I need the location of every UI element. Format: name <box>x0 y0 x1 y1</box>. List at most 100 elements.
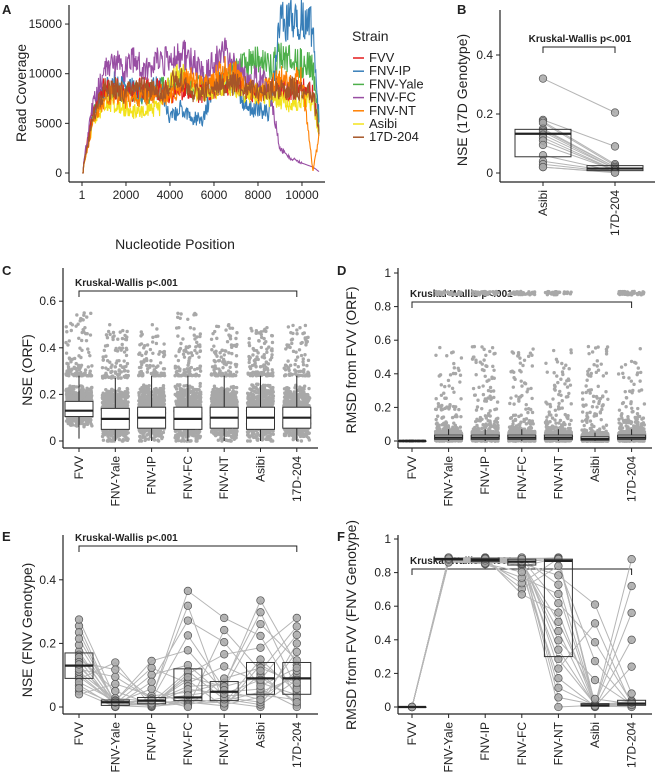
data-point <box>109 366 112 369</box>
data-point <box>217 359 220 362</box>
data-point <box>67 365 70 368</box>
data-point <box>190 374 193 377</box>
data-point <box>153 438 156 441</box>
data-point <box>194 430 197 433</box>
x-tick-label: Asibi <box>536 190 550 216</box>
data-point <box>159 361 162 364</box>
data-point <box>109 390 112 393</box>
data-point <box>198 365 201 368</box>
data-point <box>87 351 90 354</box>
data-point <box>233 438 236 441</box>
data-point <box>161 392 164 395</box>
data-point <box>181 337 184 340</box>
data-point <box>68 339 71 342</box>
data-point <box>179 342 182 345</box>
data-point <box>149 364 152 367</box>
data-point <box>158 350 161 353</box>
data-point <box>235 354 238 357</box>
data-point <box>176 316 179 319</box>
data-point <box>227 394 230 397</box>
data-point <box>187 368 190 371</box>
y-tick-label: 0 <box>55 166 62 180</box>
y-tick-label: 0.4 <box>476 48 493 62</box>
data-point <box>118 438 121 441</box>
data-point <box>125 330 128 333</box>
data-point <box>79 371 82 374</box>
data-point <box>109 371 112 374</box>
data-point <box>73 366 76 369</box>
data-point <box>227 351 230 354</box>
data-point <box>103 349 106 352</box>
data-point <box>64 389 67 392</box>
data-point <box>220 434 223 437</box>
data-point <box>118 373 121 376</box>
data-point <box>182 399 185 402</box>
x-tick-label: 1 <box>79 188 86 202</box>
x-tick-label: 2000 <box>113 188 140 202</box>
data-point <box>213 360 216 363</box>
data-point <box>90 364 93 367</box>
data-point <box>155 342 158 345</box>
legend-title: Strain <box>352 28 389 44</box>
data-point <box>176 391 179 394</box>
data-point <box>611 143 619 151</box>
data-point <box>215 355 218 358</box>
data-point <box>110 434 113 437</box>
data-point <box>140 354 143 357</box>
data-point <box>141 436 144 439</box>
data-point <box>220 437 223 440</box>
data-point <box>176 394 179 397</box>
data-point <box>234 365 237 368</box>
data-point <box>179 439 182 442</box>
data-point <box>117 369 120 372</box>
data-point <box>217 325 220 328</box>
data-point <box>108 333 111 336</box>
data-point <box>199 369 202 372</box>
data-point <box>146 343 149 346</box>
data-point <box>174 365 177 368</box>
data-point <box>116 349 119 352</box>
data-point <box>271 341 274 344</box>
data-point <box>118 346 121 349</box>
data-point <box>76 323 79 326</box>
data-point <box>80 318 83 321</box>
data-point <box>147 384 150 387</box>
data-point <box>87 374 90 377</box>
data-point <box>199 382 202 385</box>
data-point <box>225 434 228 437</box>
data-point <box>89 398 92 401</box>
data-point <box>82 330 85 333</box>
data-point <box>108 323 111 326</box>
y-tick-label: 0 <box>49 434 56 448</box>
data-point <box>113 398 116 401</box>
x-tick-label: FNV-NT <box>217 455 231 499</box>
data-point <box>112 331 115 334</box>
data-point <box>119 364 122 367</box>
data-point <box>183 368 186 371</box>
data-point <box>83 373 86 376</box>
data-point <box>212 344 215 347</box>
data-point <box>85 339 88 342</box>
data-point <box>230 343 233 346</box>
data-point <box>114 365 117 368</box>
data-point <box>247 361 250 364</box>
data-point <box>539 75 547 83</box>
data-point <box>229 334 232 337</box>
data-point <box>87 365 90 368</box>
data-point <box>79 356 82 359</box>
data-point <box>153 431 156 434</box>
data-point <box>229 439 232 442</box>
data-point <box>189 439 192 442</box>
data-point <box>189 399 192 402</box>
data-point <box>260 336 263 339</box>
panel-label-d: D <box>337 263 346 278</box>
data-point <box>144 352 147 355</box>
data-point <box>176 383 179 386</box>
data-point <box>215 393 218 396</box>
data-point <box>265 347 268 350</box>
data-point <box>195 341 198 344</box>
data-point <box>157 439 160 442</box>
data-point <box>151 323 154 326</box>
data-point <box>214 430 217 433</box>
data-point <box>79 422 82 425</box>
